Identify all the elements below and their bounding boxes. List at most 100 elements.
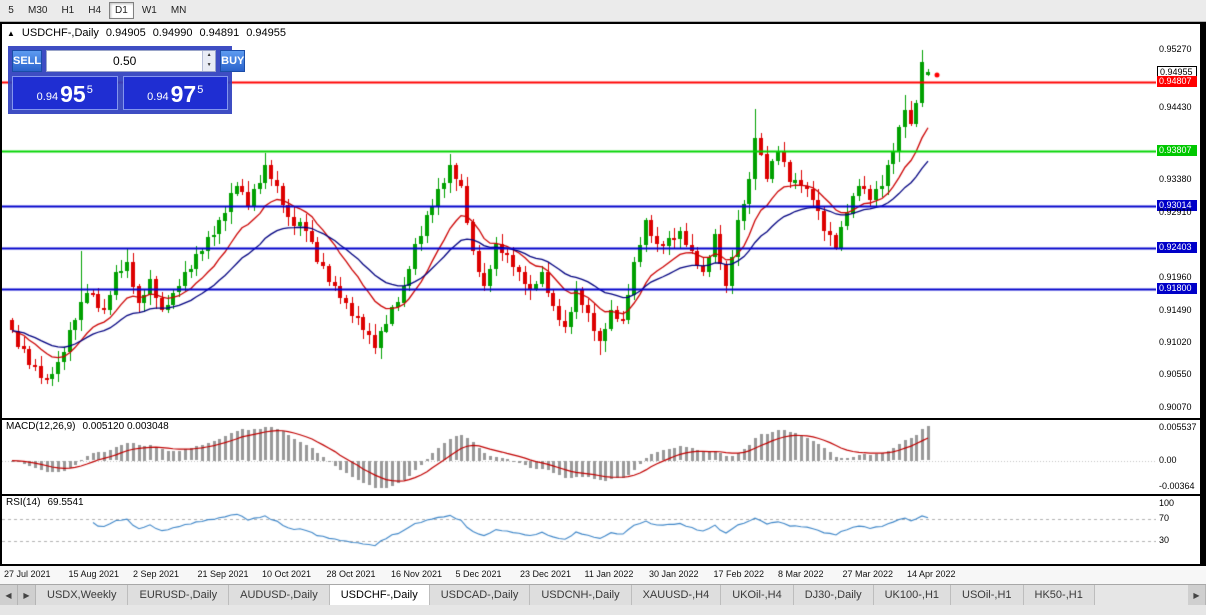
macd-axis-label: -0.00364 — [1159, 481, 1195, 491]
macd-label: MACD(12,26,9) 0.005120 0.003048 — [6, 421, 169, 432]
volume-input[interactable] — [47, 51, 203, 71]
time-axis[interactable]: 27 Jul 2021 15 Aug 2021 2 Sep 2021 21 Sep 2… — [0, 566, 1206, 584]
date-label: 17 Feb 2022 — [713, 569, 765, 579]
price-axis-label: 0.91490 — [1159, 305, 1192, 315]
buy-price-pipette: 5 — [197, 84, 204, 96]
timeframe-h1-button[interactable]: H1 — [61, 5, 75, 16]
date-label: 28 Oct 2021 — [326, 569, 376, 579]
ohlc-high-value: 0.94990 — [152, 27, 193, 39]
timeframe-m30-button[interactable]: M30 — [28, 5, 48, 16]
price-axis-label: 0.93380 — [1159, 174, 1192, 184]
chart-tab-usdcnh[interactable]: USDCNH-,Daily — [530, 585, 632, 605]
buy-price-prefix: 0.94 — [147, 91, 169, 103]
price-axis-label: 0.93807 — [1157, 145, 1197, 156]
volume-box: ▲ ▼ — [46, 50, 217, 72]
sell-button[interactable]: SELL — [12, 50, 43, 72]
macd-indicator-panel: MACD(12,26,9) 0.005120 0.003048 — [2, 420, 1156, 494]
price-axis-label: 0.91960 — [1159, 272, 1192, 282]
date-label: 8 Mar 2022 — [778, 569, 824, 579]
tabbar-scroll-right-button[interactable]: ▶ — [18, 585, 36, 605]
chart-tab-usdchf[interactable]: USDCHF-,Daily — [329, 585, 430, 605]
chart-tab-usdcad[interactable]: USDCAD-,Daily — [429, 585, 531, 605]
tabbar-scroll-right-edge-button[interactable]: ▶ — [1188, 585, 1206, 605]
buy-price-display[interactable]: 0.94 97 5 — [122, 76, 228, 110]
chart-tab-dj30[interactable]: DJ30-,Daily — [793, 585, 874, 605]
macd-axis[interactable]: 0.005537 0.00 -0.00364 — [1156, 420, 1200, 494]
chart-tabbar: ◀ ▶ USDX,Weekly EURUSD-,Daily AUDUSD-,Daily U… — [0, 584, 1206, 615]
date-label: 30 Jan 2022 — [649, 569, 699, 579]
macd-values: 0.005120 0.003048 — [82, 421, 169, 432]
date-label: 21 Sep 2021 — [197, 569, 249, 579]
chart-tab-xauusd[interactable]: XAUUSD-,H4 — [631, 585, 722, 605]
ohlc-open-value: 0.94905 — [105, 27, 146, 39]
date-label: 16 Nov 2021 — [391, 569, 443, 579]
price-axis-label: 0.94807 — [1157, 76, 1197, 87]
rsi-axis-label: 100 — [1159, 498, 1175, 508]
macd-name: MACD(12,26,9) — [6, 421, 76, 432]
chart-tab-audusd[interactable]: AUDUSD-,Daily — [229, 585, 330, 605]
volume-increase-button[interactable]: ▲ — [203, 51, 216, 61]
price-axis-label: 0.92403 — [1157, 242, 1197, 253]
date-label: 14 Apr 2022 — [907, 569, 956, 579]
date-label: 27 Jul 2021 — [4, 569, 51, 579]
ohlc-close-value: 0.94955 — [246, 27, 286, 39]
date-label: 23 Dec 2021 — [520, 569, 572, 579]
sell-price-pipette: 5 — [86, 84, 93, 96]
date-label: 15 Aug 2021 — [68, 569, 120, 579]
macd-axis-label: 0.005537 — [1159, 422, 1197, 432]
macd-axis-label: 0.00 — [1159, 455, 1177, 465]
volume-spinner: ▲ ▼ — [202, 51, 216, 71]
chart-tab-uk100[interactable]: UK100-,H1 — [873, 585, 952, 605]
buy-button[interactable]: BUY — [220, 50, 246, 72]
rsi-canvas[interactable] — [2, 496, 1156, 564]
rsi-indicator-panel: RSI(14) 69.5541 — [2, 496, 1156, 564]
price-axis-label: 0.91800 — [1157, 283, 1197, 294]
buy-price-big-digits: 97 — [170, 81, 197, 107]
timeframe-h4-button[interactable]: H4 — [88, 5, 102, 16]
rsi-label: RSI(14) 69.5541 — [6, 497, 84, 508]
trade-buttons-row: SELL ▲ ▼ BUY — [12, 50, 246, 72]
tabbar-scroll-left-button[interactable]: ◀ — [0, 585, 18, 605]
date-label: 2 Sep 2021 — [133, 569, 180, 579]
rsi-axis[interactable]: 100 70 30 — [1156, 496, 1200, 564]
chart-tab-hk50[interactable]: HK50-,H1 — [1023, 585, 1095, 605]
timeframe-toolbar: 5 M30 H1 H4 D1 W1 MN — [0, 0, 1206, 22]
timeframe-w1-button[interactable]: W1 — [141, 5, 157, 16]
price-axis-label: 0.90550 — [1159, 369, 1192, 379]
price-axis-label: 0.90070 — [1159, 402, 1192, 412]
timeframe-d1-button[interactable]: D1 — [109, 2, 134, 19]
date-label: 5 Dec 2021 — [455, 569, 502, 579]
date-label: 11 Jan 2022 — [584, 569, 634, 579]
macd-canvas[interactable] — [2, 420, 1156, 494]
sell-price-display[interactable]: 0.94 95 5 — [12, 76, 118, 110]
rsi-axis-label: 30 — [1159, 535, 1170, 545]
chart-direction-icon: ▲ — [7, 28, 15, 38]
tabbar-spacer — [1095, 585, 1188, 605]
rsi-name: RSI(14) — [6, 497, 41, 508]
rsi-value: 69.5541 — [47, 497, 84, 508]
chart-ohlc-header: ▲ USDCHF-,Daily 0.94905 0.94990 0.94891 … — [7, 27, 286, 39]
chart-tab-usdx[interactable]: USDX,Weekly — [36, 585, 129, 605]
trade-prices-row: 0.94 95 5 0.94 97 5 — [12, 76, 228, 110]
chart-tab-eurusd[interactable]: EURUSD-,Daily — [128, 585, 230, 605]
price-chart-panel: ▲ USDCHF-,Daily 0.94905 0.94990 0.94891 … — [2, 24, 1156, 418]
chart-symbol-label: USDCHF-,Daily — [21, 27, 99, 39]
rsi-axis-label: 70 — [1159, 513, 1170, 523]
ohlc-low-value: 0.94891 — [199, 27, 240, 39]
price-axis-label: 0.93014 — [1157, 200, 1197, 211]
price-axis[interactable]: 0.95270 0.94955 0.94807 0.94430 0.93807 0.933… — [1156, 24, 1200, 418]
sell-price-prefix: 0.94 — [36, 91, 59, 103]
date-label: 10 Oct 2021 — [262, 569, 312, 579]
price-axis-label: 0.92910 — [1159, 207, 1192, 217]
one-click-trading-panel: SELL ▲ ▼ BUY 0.94 95 5 0.94 — [8, 46, 246, 114]
timeframe-5-button[interactable]: 5 — [8, 5, 14, 16]
price-axis-label: 0.91020 — [1159, 337, 1192, 347]
timeframe-mn-button[interactable]: MN — [170, 5, 187, 16]
chart-tab-ukoil[interactable]: UKOil-,H4 — [721, 585, 794, 605]
chart-tab-usoil[interactable]: USOil-,H1 — [951, 585, 1024, 605]
price-axis-label: 0.94430 — [1159, 102, 1192, 112]
volume-decrease-button[interactable]: ▼ — [203, 61, 216, 71]
sell-price-big-digits: 95 — [60, 81, 86, 107]
date-label: 27 Mar 2022 — [842, 569, 894, 579]
